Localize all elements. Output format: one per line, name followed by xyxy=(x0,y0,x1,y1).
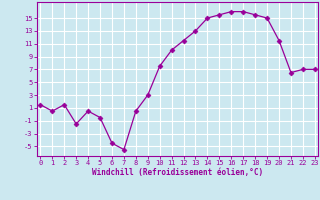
X-axis label: Windchill (Refroidissement éolien,°C): Windchill (Refroidissement éolien,°C) xyxy=(92,168,263,177)
